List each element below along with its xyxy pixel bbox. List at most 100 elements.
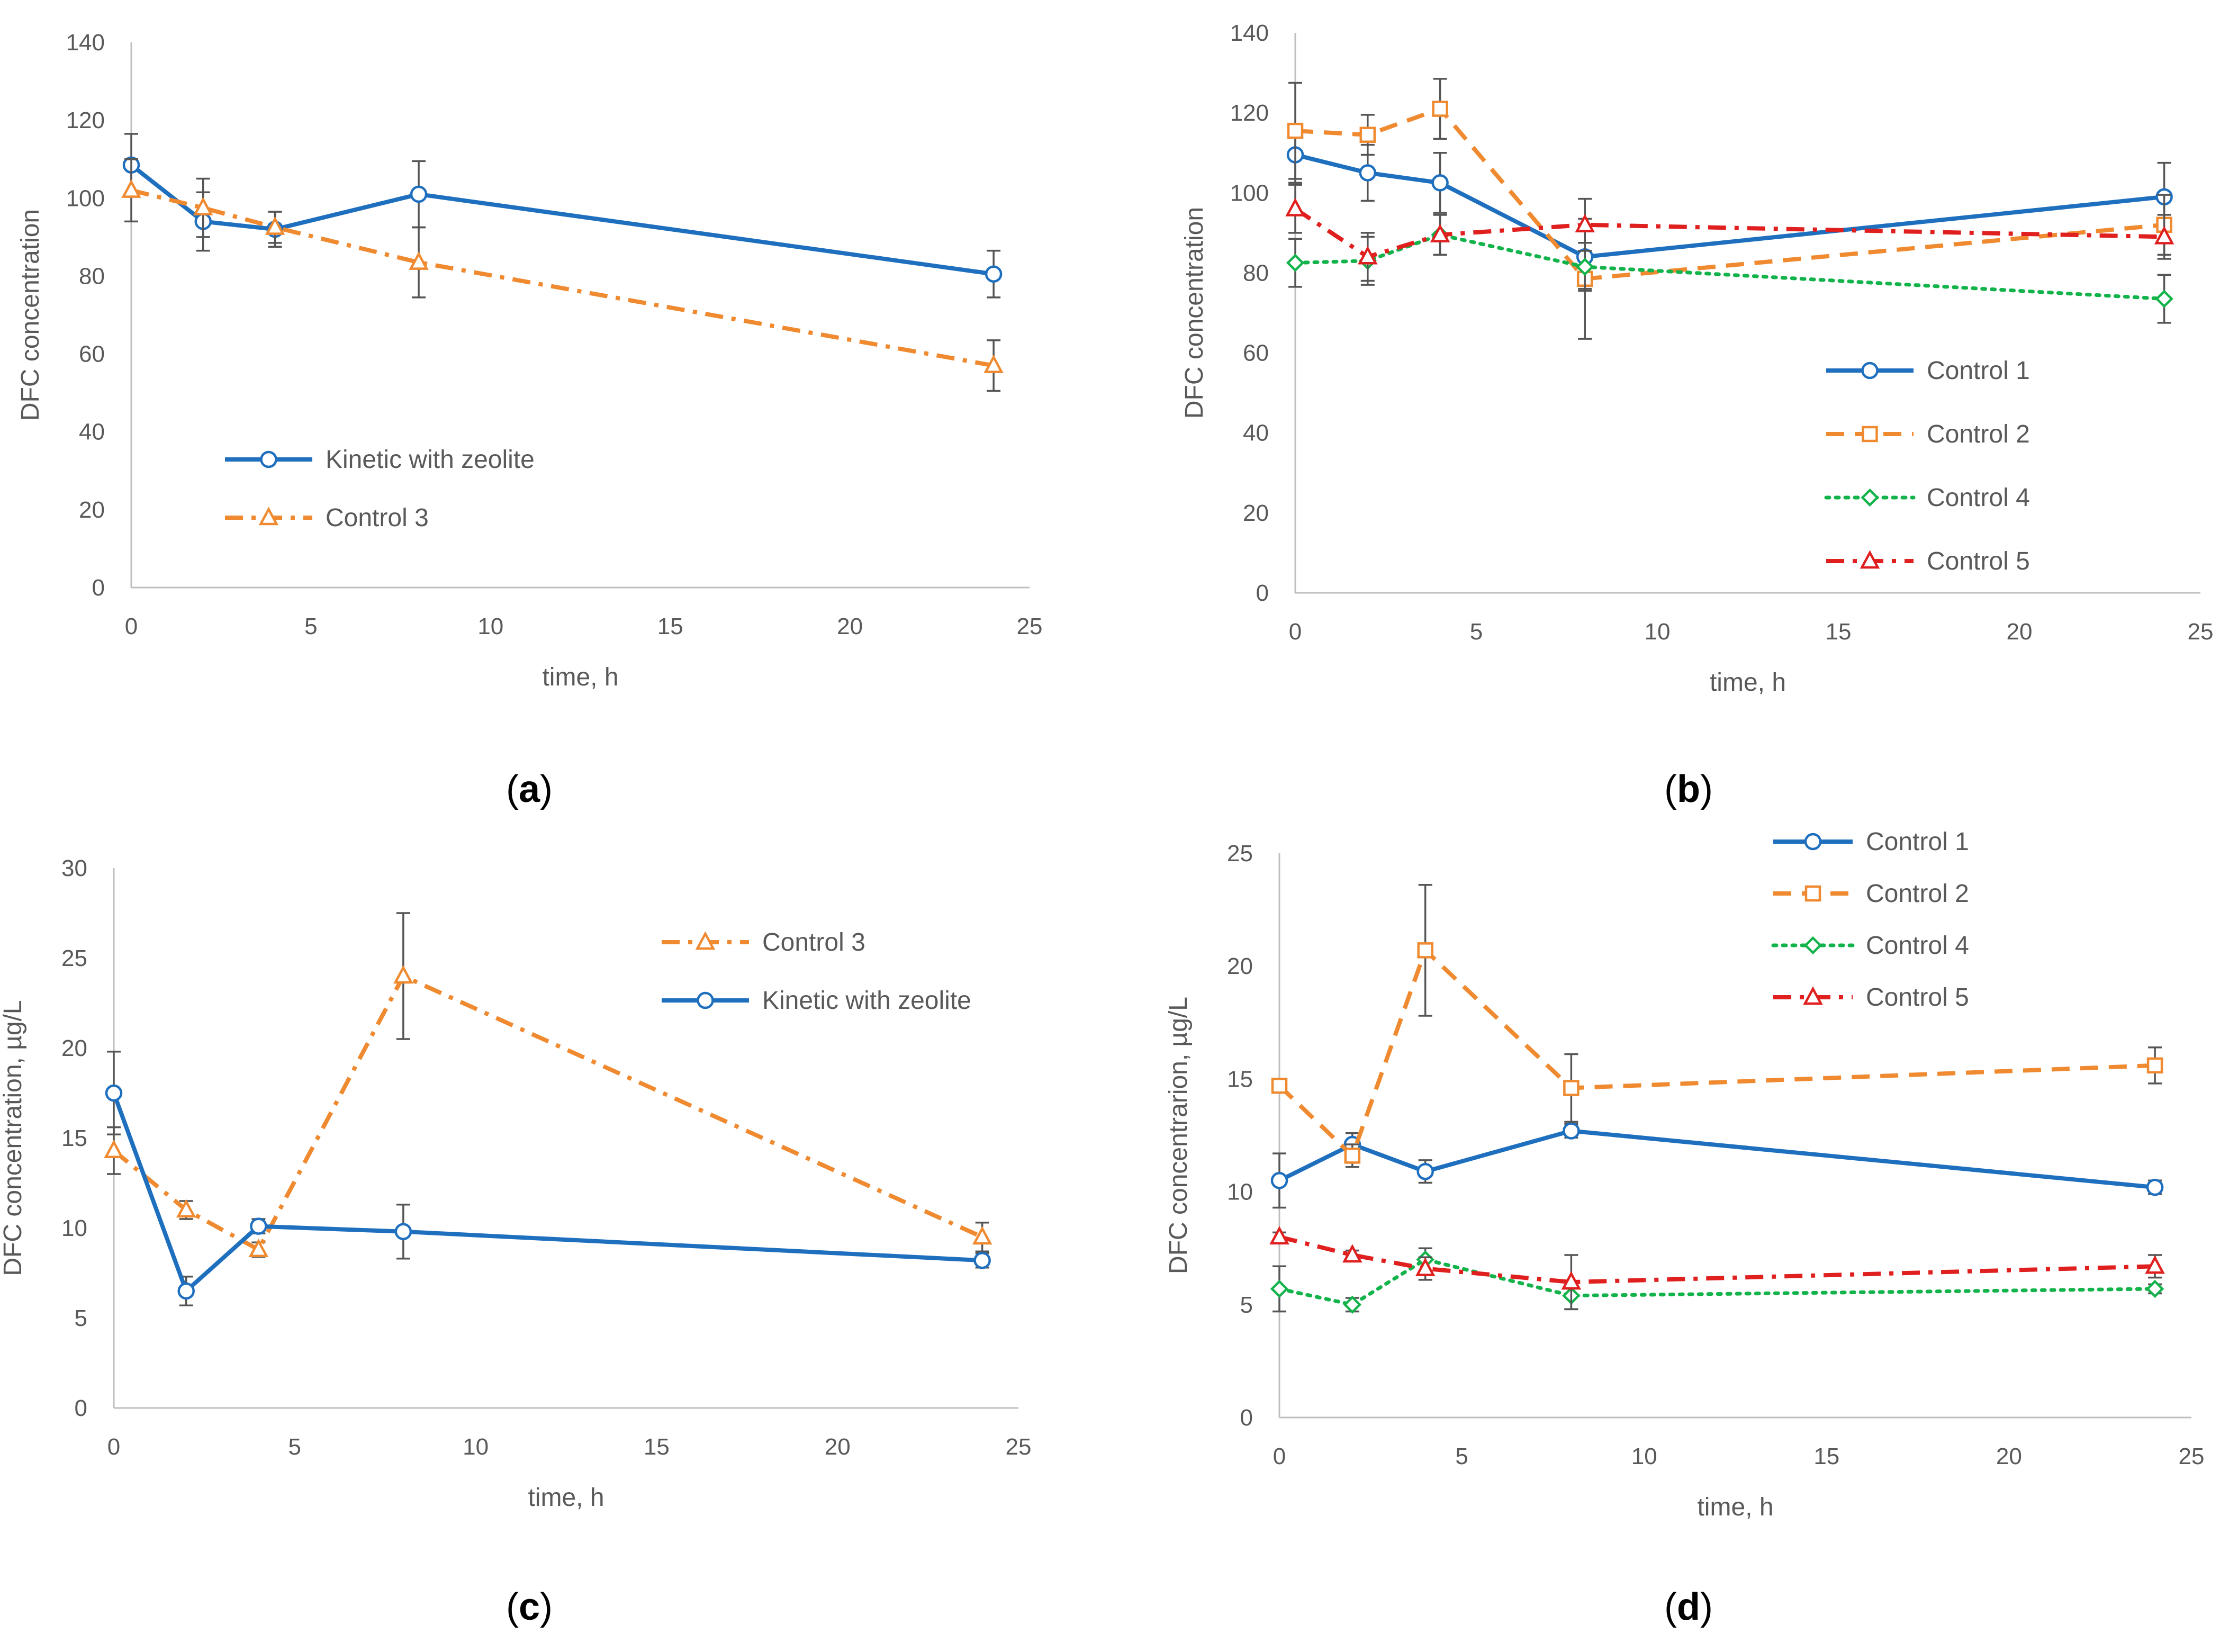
y-tick-label: 40: [79, 419, 105, 445]
legend-entry: Control 4: [1927, 484, 2030, 512]
legend: Kinetic with zeolite Control 3: [225, 446, 535, 532]
legend-marker: [1804, 833, 1822, 851]
legend-marker: [1861, 362, 1879, 380]
y-axis-title: DFC concentration: [16, 209, 44, 421]
data-point: [1563, 1122, 1580, 1140]
legend-marker: [258, 507, 279, 526]
series-control-2: [1271, 883, 2163, 1168]
series-control-3: [104, 912, 992, 1258]
data-point: [1358, 246, 1378, 265]
data-point: [1431, 174, 1449, 192]
series-line: [1295, 106, 2164, 281]
y-tick-label: 140: [1230, 20, 1269, 46]
data-point: [1271, 1077, 1288, 1094]
y-tick-label: 30: [61, 855, 87, 881]
y-tick-label: 5: [75, 1305, 87, 1331]
x-axis-title: time, h: [1697, 1493, 1773, 1521]
chart-b: 0 20 40 60 80 100 120 140 0 5 10 15 20 25 time, h DFC c…: [1180, 20, 2213, 697]
data-point: [2146, 1057, 2163, 1074]
data-point: [248, 1239, 269, 1258]
data-point: [985, 265, 1003, 283]
y-tick-label: 20: [79, 497, 105, 523]
data-point: [1415, 1257, 1436, 1276]
y-tick-label: 120: [1230, 100, 1269, 126]
y-tick-label: 0: [1256, 580, 1269, 606]
x-tick-label: 25: [2179, 1443, 2205, 1469]
data-point: [193, 196, 213, 215]
data-point: [2155, 290, 2173, 308]
y-tick-label: 40: [1243, 420, 1269, 446]
data-point: [973, 1251, 991, 1269]
data-point: [1342, 1244, 1362, 1263]
legend-marker: [1861, 488, 1879, 507]
series-line: [112, 1092, 982, 1293]
series-control-4: [1286, 214, 2173, 324]
y-tick-label: 80: [79, 263, 105, 289]
series-kinetic-with-zeolite: [122, 133, 1003, 299]
data-point: [1286, 254, 1305, 272]
series-kinetic-with-zeolite: [105, 1051, 991, 1306]
data-point: [1575, 213, 1595, 232]
data-point: [105, 1084, 123, 1102]
y-tick-label: 100: [66, 185, 105, 211]
legend-entry: Kinetic with zeolite: [762, 987, 971, 1015]
legend-marker: [260, 450, 277, 468]
x-tick-label: 0: [107, 1434, 120, 1460]
legend-marker: [697, 991, 714, 1009]
x-axis-title: time, h: [542, 663, 618, 691]
data-point: [177, 1282, 195, 1300]
data-point: [1432, 101, 1448, 117]
data-point: [410, 185, 428, 203]
data-point: [1343, 1295, 1362, 1314]
x-axis-title: time, h: [528, 1484, 604, 1512]
series-line: [1293, 233, 2167, 301]
data-point: [1287, 122, 1304, 139]
data-point: [1416, 1162, 1434, 1180]
legend-entry: Control 2: [1927, 420, 2030, 448]
legend-marker: [695, 931, 716, 950]
legend-entry: Control 2: [1866, 880, 1969, 908]
y-tick-label: 20: [1227, 953, 1253, 979]
y-tick-label: 140: [66, 30, 105, 56]
x-tick-label: 10: [1631, 1443, 1657, 1469]
y-axis-title: DFC concentrarion, µg/L: [1165, 997, 1193, 1274]
y-axis-title: DFC concentration: [1180, 207, 1208, 419]
data-point: [104, 1140, 124, 1159]
x-tick-label: 20: [825, 1434, 851, 1460]
data-point: [1576, 257, 1594, 276]
x-tick-label: 15: [1813, 1443, 1839, 1469]
panel-label-b: (b): [1664, 768, 1713, 810]
y-tick-label: 25: [61, 945, 87, 971]
series-line: [131, 188, 994, 368]
legend-entry: Kinetic with zeolite: [326, 446, 535, 474]
data-point: [1344, 1148, 1361, 1164]
data-point: [1417, 942, 1433, 959]
data-point: [1269, 1226, 1289, 1245]
x-tick-label: 0: [1273, 1443, 1286, 1469]
series-line: [1278, 948, 2155, 1158]
x-tick-label: 5: [304, 613, 317, 639]
x-tick-label: 5: [1470, 619, 1483, 645]
data-point: [1430, 223, 1450, 242]
y-tick-label: 10: [61, 1215, 87, 1241]
y-tick-label: 10: [1227, 1179, 1253, 1205]
data-point: [121, 179, 141, 198]
data-point: [409, 251, 429, 270]
y-tick-label: 80: [1243, 260, 1269, 286]
x-tick-label: 10: [1645, 619, 1671, 645]
x-tick-label: 25: [1017, 613, 1043, 639]
y-tick-label: 100: [1230, 180, 1269, 206]
y-tick-label: 20: [1243, 500, 1269, 526]
x-tick-label: 15: [644, 1434, 670, 1460]
y-axis-title: DFC concentration, µg/L: [0, 1000, 27, 1276]
x-tick-label: 20: [1996, 1443, 2022, 1469]
x-tick-label: 20: [2007, 619, 2033, 645]
x-tick-label: 25: [2188, 619, 2214, 645]
x-tick-label: 25: [1006, 1434, 1032, 1460]
y-tick-label: 20: [61, 1035, 87, 1061]
series-control-5: [1285, 184, 2174, 282]
data-point: [1270, 1279, 1289, 1298]
legend: Control 1 Control 2 Control 4 Control 5: [1824, 357, 2030, 575]
data-point: [1359, 164, 1377, 182]
